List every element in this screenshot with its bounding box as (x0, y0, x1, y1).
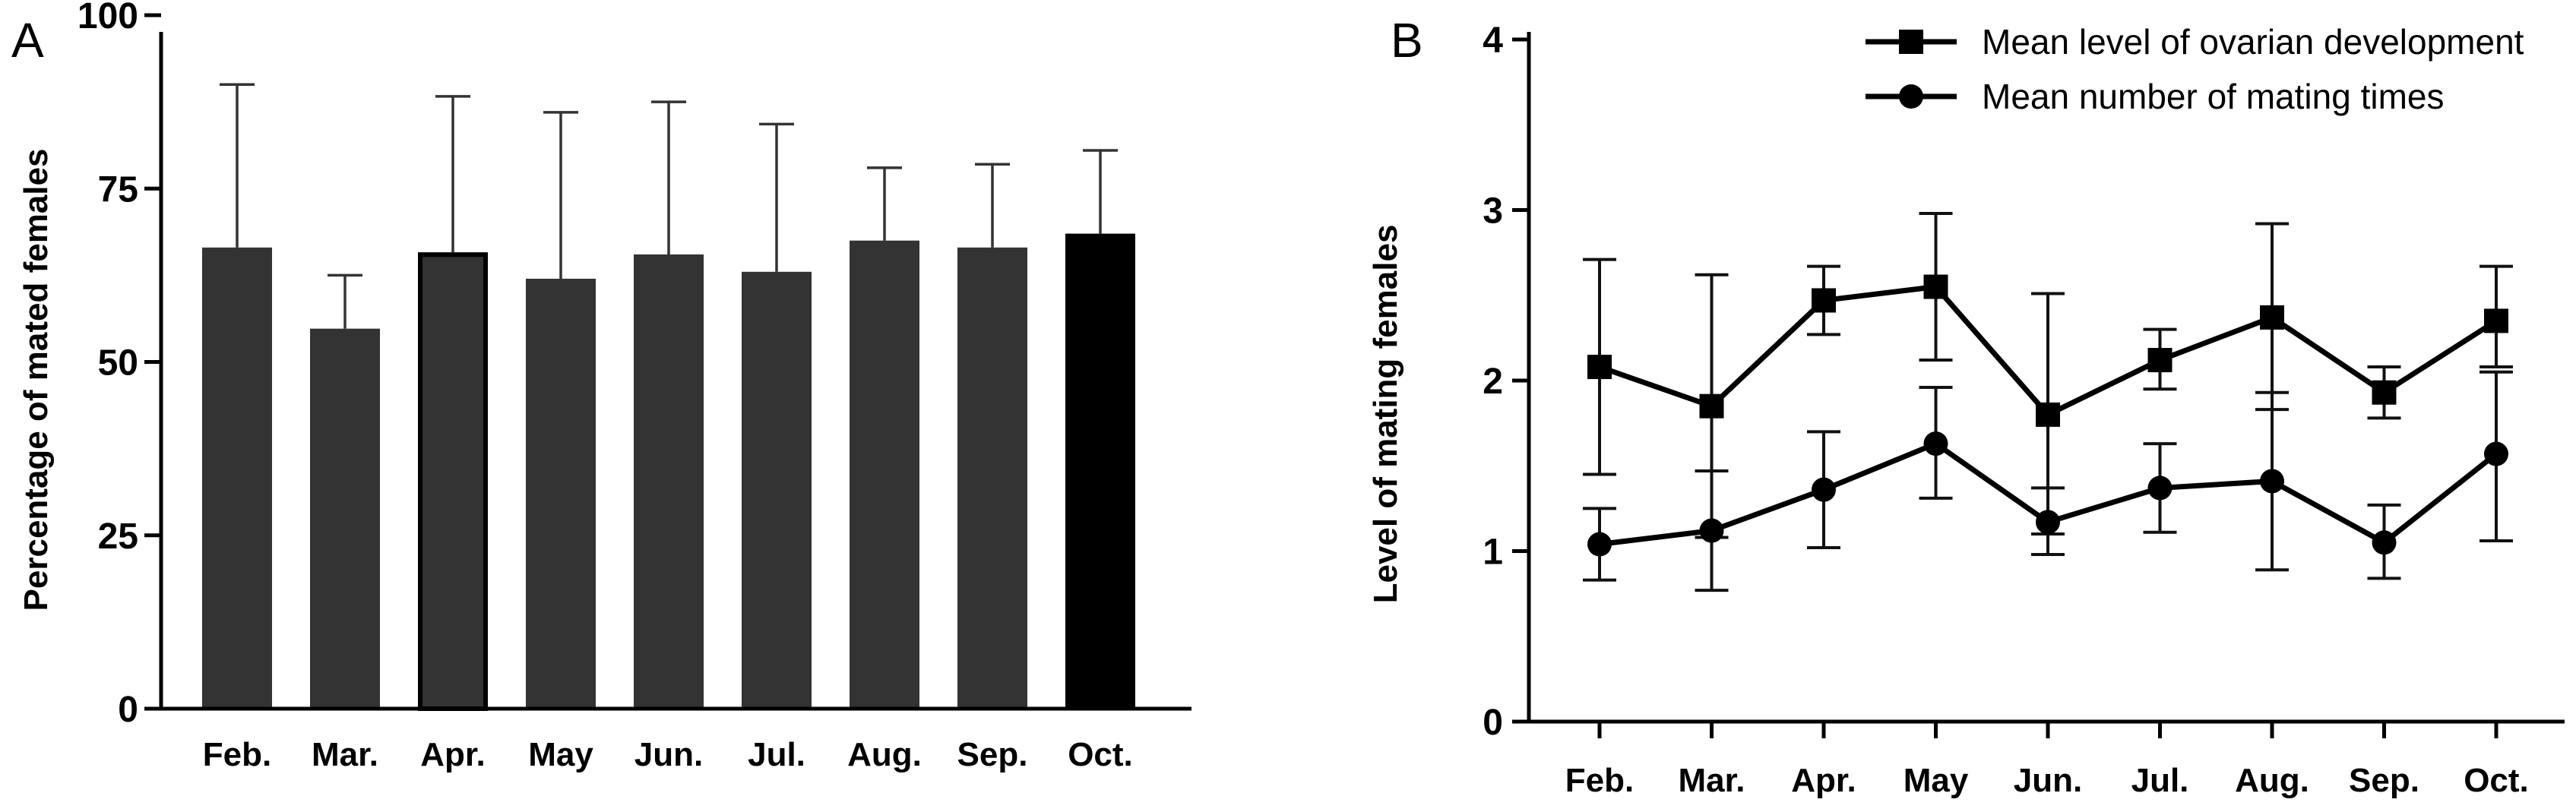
x-tick-label-8: Oct. (2464, 762, 2529, 799)
bar-1 (310, 328, 380, 709)
y-tick-label-3: 75 (98, 169, 138, 210)
marker-circle-6 (2260, 469, 2284, 494)
bar-2 (418, 252, 488, 709)
x-tick-label-4: Jun. (635, 736, 703, 773)
y-tick-label-4: 4 (1483, 21, 1503, 61)
x-tick-label-3: May (528, 736, 593, 773)
y-axis-title-a: Percentage of mated females (17, 149, 55, 611)
legend-circle-marker (1899, 84, 1923, 109)
error-bars-a (220, 83, 1118, 329)
marker-square-5 (2147, 348, 2173, 373)
x-tick-label-7: Sep. (2349, 762, 2419, 799)
bar-series-a (202, 233, 1135, 712)
panel-label-a: A (11, 13, 44, 68)
x-tick-label-6: Aug. (847, 736, 922, 773)
chart-panel-b: B Level of mating females 0 1 2 3 4 Feb. Mar.… (1367, 13, 2565, 799)
x-tick-label-2: Apr. (420, 736, 486, 773)
bar-4 (634, 254, 704, 709)
marker-circle-4 (2036, 510, 2060, 535)
marker-square-3 (1923, 274, 1948, 299)
marker-circle-7 (2372, 530, 2397, 555)
bar-5 (742, 271, 812, 709)
marker-square-8 (2484, 308, 2508, 333)
x-tick-label-2: Apr. (1791, 762, 1856, 799)
x-tick-label-0: Feb. (203, 736, 271, 773)
bar-3 (526, 278, 596, 709)
bar-6 (850, 240, 919, 709)
x-tick-label-6: Aug. (2235, 762, 2309, 799)
legend-label-ovarian: Mean level of ovarian development (1982, 22, 2524, 62)
series-markers-b (1587, 274, 2508, 557)
panel-label-b: B (1391, 13, 1423, 68)
x-tick-label-1: Mar. (1678, 762, 1745, 799)
y-axis-ticks-b: 0 1 2 3 4 (1483, 21, 1529, 743)
marker-square-7 (2372, 380, 2397, 405)
legend-square-marker (1899, 30, 1923, 54)
marker-circle-2 (1812, 477, 1836, 502)
bar-0 (202, 247, 272, 709)
y-tick-label-4: 100 (78, 0, 138, 36)
y-tick-label-0: 0 (118, 690, 138, 730)
legend-label-mating: Mean number of mating times (1982, 77, 2445, 116)
y-tick-label-3: 3 (1483, 191, 1503, 232)
chart-panel-a: A Percentage of mated females 0 25 50 75 100… (11, 0, 1191, 773)
marker-square-6 (2260, 305, 2284, 330)
marker-circle-5 (2147, 476, 2173, 501)
x-axis-ticks-b: Feb. Mar. Apr. May Jun. Jul. Aug. Sep. Oct. (1565, 722, 2529, 799)
y-tick-label-1: 25 (98, 517, 138, 557)
x-tick-label-0: Feb. (1565, 762, 1634, 799)
marker-square-4 (2036, 402, 2060, 427)
marker-circle-0 (1587, 532, 1612, 557)
x-tick-label-7: Sep. (957, 736, 1028, 773)
x-tick-label-4: Jun. (2014, 762, 2082, 799)
x-tick-label-3: May (1904, 762, 1969, 799)
y-tick-label-2: 2 (1483, 362, 1503, 402)
y-axis-title-b: Level of mating females (1367, 225, 1404, 604)
y-tick-label-2: 50 (98, 343, 138, 384)
x-tick-label-5: Jul. (2131, 762, 2189, 799)
x-axis-labels-a: Feb. Mar. Apr. May Jun. Jul. Aug. Sep. Oct. (203, 736, 1133, 773)
y-tick-label-1: 1 (1483, 532, 1503, 573)
marker-circle-1 (1699, 518, 1724, 543)
marker-square-1 (1699, 393, 1724, 419)
x-tick-label-5: Jul. (748, 736, 805, 773)
bar-7 (957, 247, 1027, 709)
marker-circle-8 (2484, 441, 2508, 466)
y-tick-label-0: 0 (1483, 703, 1503, 743)
y-axis-ticks-a: 0 25 50 75 100 (78, 0, 161, 730)
legend-b: Mean level of ovarian development Mean n… (1866, 22, 2524, 116)
x-tick-label-1: Mar. (312, 736, 378, 773)
marker-square-0 (1587, 355, 1612, 380)
marker-square-2 (1812, 288, 1836, 313)
x-tick-label-8: Oct. (1068, 736, 1133, 773)
bar-8 (1065, 233, 1135, 709)
marker-circle-3 (1923, 431, 1948, 457)
